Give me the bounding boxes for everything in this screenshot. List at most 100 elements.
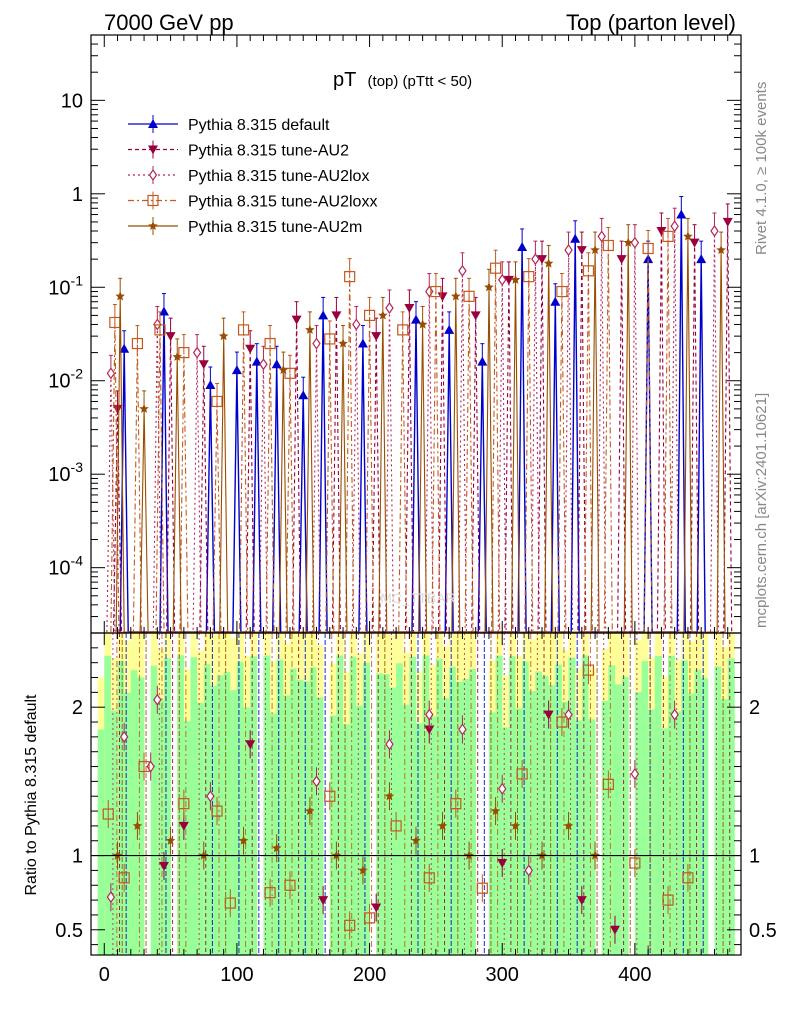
uncertainty-band-green xyxy=(502,727,510,955)
ratio-series-au2loxx xyxy=(102,656,694,940)
legend-entry-au2loxx: Pythia 8.315 tune-AU2loxx xyxy=(128,191,377,211)
uncertainty-band-green xyxy=(721,699,729,955)
data-point-au2lox xyxy=(710,224,719,238)
ratio-point-au2loxx xyxy=(556,716,568,728)
ratio-point-au2loxx xyxy=(178,798,190,810)
y-tick-label-base: 10 xyxy=(48,371,70,393)
data-point-au2lox xyxy=(497,273,507,286)
data-point-au2lox xyxy=(425,285,434,298)
y-tick-label-exponent: -4 xyxy=(71,553,84,569)
mcplots-reference-label: mcplots.cern.ch [arXiv:2401.10621] xyxy=(753,393,770,628)
uncertainty-band-green xyxy=(276,659,284,955)
ratio-point-au2m xyxy=(384,791,395,801)
ratio-point-au2loxx xyxy=(423,872,435,884)
uncertainty-band-green xyxy=(442,698,450,955)
data-point-au2 xyxy=(165,332,176,342)
uncertainty-band-green xyxy=(548,685,556,955)
uncertainty-band-green xyxy=(236,661,244,955)
ratio-y-tick-label-left: 0.5 xyxy=(55,920,83,942)
uncertainty-band-green xyxy=(296,679,304,955)
uncertainty-band-green xyxy=(469,669,477,955)
uncertainty-band-green xyxy=(303,681,311,955)
data-point-default xyxy=(298,390,309,400)
uncertainty-band-green xyxy=(124,692,132,955)
data-point-default xyxy=(517,241,528,251)
data-point-au2 xyxy=(470,311,481,321)
data-point-au2m xyxy=(338,338,348,348)
data-point-au2m xyxy=(590,245,600,255)
data-point-au2 xyxy=(576,246,587,256)
uncertainty-band-green xyxy=(396,663,404,955)
data-point-au2 xyxy=(291,315,302,325)
ratio-point-au2loxx xyxy=(211,805,223,817)
data-point-default xyxy=(318,310,329,320)
ratio-point-au2 xyxy=(245,740,256,750)
data-point-au2lox xyxy=(564,244,573,257)
uncertainty-band-green xyxy=(376,673,384,955)
x-tick-label: 100 xyxy=(220,964,253,986)
ratio-series-au2m xyxy=(112,782,600,885)
data-point-default xyxy=(477,356,488,366)
data-point-default xyxy=(550,296,561,306)
ratio-point-au2 xyxy=(543,710,554,720)
ratio-axes: 0 100 200 300 400 0.5 0.5 1 1 2 2 xyxy=(55,632,777,986)
data-point-default xyxy=(570,233,581,243)
x-tick-label: 400 xyxy=(618,964,651,986)
ratio-point-au2loxx xyxy=(224,897,236,909)
rivet-version-label: Rivet 4.1.0, ≥ 100k events xyxy=(753,82,770,255)
ratio-point-au2loxx xyxy=(682,872,694,884)
data-point-default xyxy=(231,365,242,375)
uncertainty-band-green xyxy=(97,729,105,955)
data-point-au2m xyxy=(378,310,388,320)
y-tick-label: 1 xyxy=(72,184,83,206)
data-point-au2m xyxy=(278,365,289,375)
ratio-point-au2loxx xyxy=(629,857,641,869)
header-right: Top (parton level) xyxy=(566,10,736,35)
ratio-point-au2loxx xyxy=(390,820,402,832)
ratio-point-au2m xyxy=(165,835,176,845)
y-tick-label-base: 10 xyxy=(48,277,70,299)
ratio-point-au2loxx xyxy=(264,887,276,899)
watermark-label: MC_TTBAR xyxy=(380,590,455,606)
uncertainty-band-green xyxy=(230,690,238,955)
uncertainty-band-green xyxy=(177,655,185,955)
data-point-au2loxx xyxy=(363,309,376,322)
data-point-au2 xyxy=(722,217,733,227)
ratio-uncertainty-bands xyxy=(97,633,735,955)
uncertainty-band-green xyxy=(575,720,583,955)
data-point-au2loxx xyxy=(131,337,144,350)
ratio-point-au2 xyxy=(576,896,587,906)
y-tick-label: 10-1 xyxy=(48,272,83,299)
y-tick-label-base: 10 xyxy=(48,464,70,486)
x-tick-label: 300 xyxy=(486,964,519,986)
ratio-point-au2m xyxy=(510,820,521,830)
uncertainty-band-green xyxy=(449,666,457,955)
data-point-au2loxx xyxy=(523,271,535,283)
ratio-y-tick-label-right: 1 xyxy=(749,846,760,868)
ratio-y-axis-label: Ratio to Pythia 8.315 default xyxy=(23,694,40,896)
uncertainty-band-green xyxy=(701,678,709,955)
legend-marker xyxy=(147,194,159,207)
data-point-au2m xyxy=(305,324,315,334)
uncertainty-band-green xyxy=(694,669,702,955)
y-tick-label-exponent: -2 xyxy=(71,366,84,382)
data-point-au2 xyxy=(112,404,123,414)
legend-label: Pythia 8.315 tune-AU2 xyxy=(188,143,349,160)
data-point-au2lox xyxy=(312,337,321,350)
data-point-au2loxx xyxy=(284,367,296,379)
data-point-default xyxy=(411,314,421,324)
uncertainty-band-green xyxy=(150,665,158,955)
legend-label: Pythia 8.315 tune-AU2lox xyxy=(188,168,369,185)
legend: Pythia 8.315 default Pythia 8.315 tune-AU… xyxy=(128,115,377,236)
data-point-au2lox xyxy=(352,318,361,331)
data-point-au2m xyxy=(510,274,521,284)
legend-entry-default: Pythia 8.315 default xyxy=(128,115,330,134)
ratio-point-au2lox xyxy=(312,775,321,788)
ratio-point-au2lox xyxy=(425,708,434,721)
plot-title-main: pT xyxy=(333,69,356,91)
legend-entry-au2m: Pythia 8.315 tune-AU2m xyxy=(128,217,362,236)
ratio-series-group xyxy=(91,633,741,955)
ratio-point-au2m xyxy=(563,820,574,830)
uncertainty-band-green xyxy=(409,656,417,955)
uncertainty-band-green xyxy=(270,713,278,955)
